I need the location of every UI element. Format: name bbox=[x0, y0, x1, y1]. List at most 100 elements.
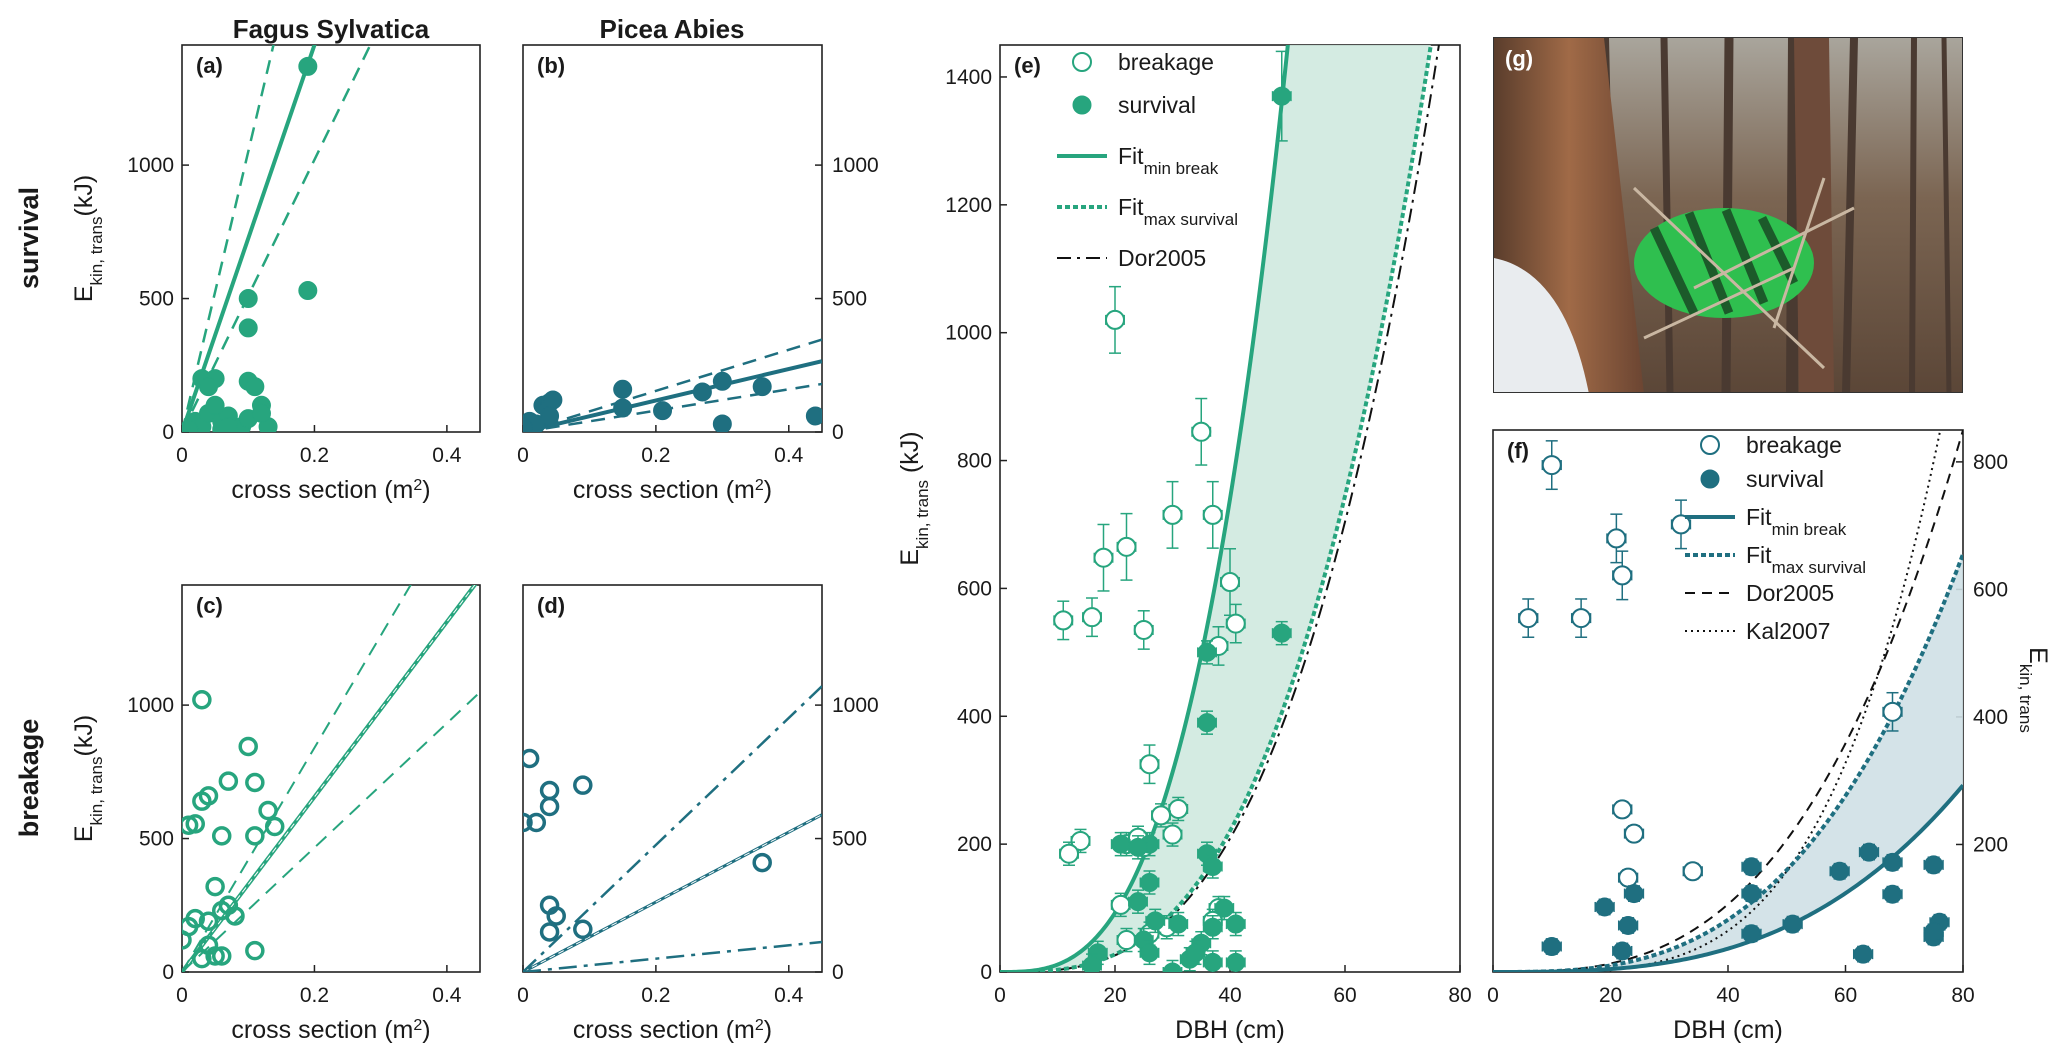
survival-point bbox=[1924, 855, 1944, 875]
breakage-point bbox=[1612, 799, 1633, 820]
breakage-point bbox=[1082, 607, 1102, 628]
survival-point bbox=[1203, 917, 1223, 937]
row-label-breakage: breakage bbox=[14, 719, 44, 838]
data-point bbox=[573, 775, 593, 795]
data-point bbox=[264, 816, 285, 837]
survival-point bbox=[1197, 713, 1217, 733]
tree-trunk-right bbox=[1794, 38, 1834, 392]
survival-point bbox=[1883, 852, 1902, 872]
legend-label: Dor2005 bbox=[1118, 245, 1206, 271]
fit-band bbox=[1493, 554, 1963, 972]
panel-label: (d) bbox=[537, 593, 565, 618]
survival-point bbox=[1624, 884, 1644, 904]
survival-point bbox=[1140, 872, 1159, 892]
fit-lines bbox=[182, 585, 480, 972]
x-tick-label: 0.4 bbox=[774, 444, 804, 467]
y-tick-label: 200 bbox=[1973, 833, 2008, 856]
y-axis-label: Ekin, trans (kJ) bbox=[896, 431, 932, 565]
x-tick-label: 0.2 bbox=[641, 984, 670, 1007]
survival-point bbox=[1226, 914, 1246, 934]
x-tick-label: 0 bbox=[176, 444, 188, 467]
x-tick-label: 40 bbox=[1218, 984, 1241, 1007]
data-point bbox=[198, 377, 218, 397]
panel-c: 0 0.2 0.4 0 500 1000 (c) cross section (m2) Ekin… bbox=[70, 584, 481, 1044]
data-point bbox=[245, 377, 265, 397]
breakage-point bbox=[1116, 536, 1137, 557]
survival-point bbox=[1883, 884, 1902, 904]
points bbox=[182, 690, 285, 969]
survival-point bbox=[1111, 834, 1131, 854]
data-point bbox=[540, 406, 560, 426]
fit-lines bbox=[523, 685, 822, 972]
fit-max-survival-curve bbox=[1000, 45, 1433, 972]
fit-line-inner bbox=[523, 814, 822, 972]
panel-label: (b) bbox=[537, 53, 565, 78]
axes-frame bbox=[181, 44, 481, 433]
survival-point bbox=[1612, 941, 1632, 961]
legend-label: breakage bbox=[1746, 432, 1842, 458]
data-point bbox=[245, 940, 265, 961]
data-point bbox=[539, 922, 560, 942]
y-axis-label: Ekin, trans(kJ) bbox=[70, 175, 106, 302]
y-tick-label: 1400 bbox=[945, 66, 992, 89]
x-tick-label: 40 bbox=[1716, 984, 1739, 1007]
x-tick-label: 0 bbox=[517, 444, 529, 467]
data-point bbox=[523, 748, 540, 769]
breakage-point bbox=[1882, 701, 1903, 722]
panel-label: (c) bbox=[196, 593, 223, 618]
x-tick-label: 0 bbox=[994, 984, 1006, 1007]
data-point bbox=[546, 906, 566, 926]
y-tick-label: 1000 bbox=[127, 694, 174, 717]
data-point bbox=[192, 690, 212, 710]
y-tick-label: 0 bbox=[832, 961, 844, 984]
y-tick-label: 1200 bbox=[945, 194, 992, 217]
data-point bbox=[712, 414, 732, 432]
survival-point bbox=[1197, 642, 1217, 662]
data-point bbox=[205, 876, 225, 897]
breakage-point bbox=[1618, 867, 1639, 888]
data-point bbox=[205, 946, 225, 966]
y-tick-label: 500 bbox=[832, 828, 867, 851]
points bbox=[523, 748, 772, 942]
points bbox=[523, 371, 822, 432]
legend-label: breakage bbox=[1118, 49, 1214, 75]
column-title-picea: Picea Abies bbox=[599, 14, 744, 44]
data-point bbox=[192, 948, 212, 969]
survival-point bbox=[1830, 861, 1850, 881]
legend-label: Fitmin break bbox=[1118, 143, 1219, 178]
breakage-point bbox=[1518, 608, 1539, 629]
breakage-point bbox=[1162, 824, 1183, 845]
x-tick-label: 0 bbox=[176, 984, 188, 1007]
data-point bbox=[198, 786, 219, 806]
data-point bbox=[539, 780, 560, 801]
fit-lines bbox=[523, 338, 822, 432]
rock-stripes bbox=[1649, 208, 1799, 315]
data-point bbox=[218, 771, 239, 791]
panel-b: 0 0.2 0.4 0 500 1000 (b) cross section (m2) bbox=[517, 44, 879, 504]
survival-point bbox=[1742, 857, 1761, 877]
panel-g-photo bbox=[1493, 37, 1963, 393]
fit-min-break-curve bbox=[1000, 45, 1290, 972]
breakage-point bbox=[1682, 861, 1703, 882]
x-tick-label: 0.4 bbox=[432, 984, 462, 1007]
x-axis-label: cross section (m2) bbox=[231, 1016, 430, 1044]
data-point bbox=[526, 812, 547, 833]
panel-label: (a) bbox=[196, 53, 223, 78]
breakage-point bbox=[1220, 572, 1240, 593]
survival-point bbox=[1924, 922, 1944, 942]
survival-point bbox=[1203, 952, 1223, 972]
x-tick-label: 0.4 bbox=[432, 444, 462, 467]
data-point bbox=[211, 946, 232, 966]
axes-frame bbox=[522, 584, 823, 973]
data-point bbox=[182, 930, 192, 950]
data-point bbox=[251, 403, 271, 423]
breakage-point bbox=[1571, 608, 1592, 629]
survival-point bbox=[1853, 944, 1873, 964]
row-label-survival: survival bbox=[14, 187, 44, 289]
data-point bbox=[238, 318, 258, 338]
legend-label: survival bbox=[1118, 92, 1196, 118]
